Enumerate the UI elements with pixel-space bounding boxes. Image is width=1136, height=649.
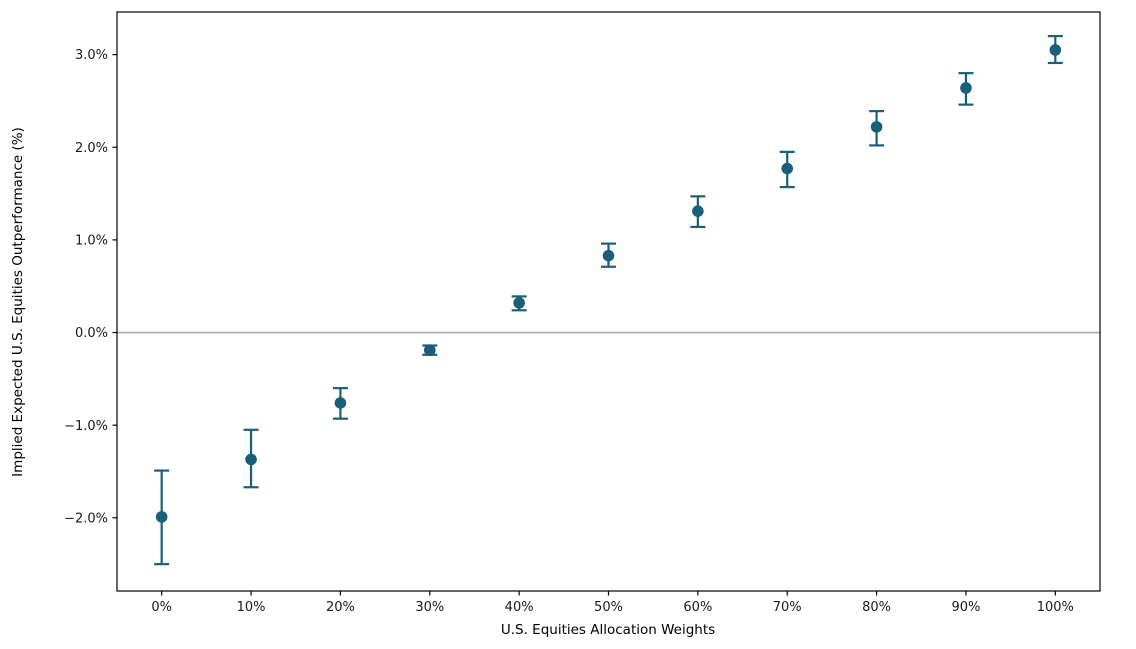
data-point-marker — [602, 249, 615, 262]
data-point-marker — [870, 121, 883, 133]
data-point-marker — [423, 344, 436, 356]
plot-generated-layer: −2.0% −1.0% 0.0% 1.0% 2.0% 3.0% 0% 10% 20% 30% 40%… — [64, 11, 1101, 615]
x-axis-label: U.S. Equities Allocation Weights — [501, 622, 715, 638]
data-point-marker — [245, 453, 257, 466]
data-point-marker — [1049, 44, 1062, 56]
x-tick-label: 40% — [505, 600, 534, 615]
data-point-marker — [155, 511, 168, 523]
axes-spines — [116, 11, 1101, 592]
x-tick-label: 30% — [415, 600, 444, 615]
data-point-marker — [960, 82, 972, 94]
x-tick-label: 100% — [1037, 600, 1074, 615]
x-tick-label: 50% — [594, 600, 623, 615]
x-tick-label: 80% — [862, 600, 891, 615]
x-tick-label: 10% — [237, 600, 266, 615]
x-tick-label: 70% — [773, 600, 802, 615]
data-point-marker — [781, 162, 794, 175]
x-tick-label: 90% — [952, 600, 981, 615]
data-point-marker — [334, 397, 347, 409]
y-tick-label: 3.0% — [75, 48, 108, 63]
y-tick-label: 1.0% — [75, 233, 108, 248]
data-point-marker — [692, 205, 704, 217]
data-point-marker — [513, 297, 525, 309]
y-tick-label: −1.0% — [64, 419, 108, 434]
y-tick-label: −2.0% — [64, 511, 108, 526]
x-tick-label: 60% — [683, 600, 712, 615]
y-tick-label: 2.0% — [75, 141, 108, 156]
x-tick-label: 20% — [326, 600, 355, 615]
y-tick-label: 0.0% — [75, 326, 108, 341]
x-tick-label: 0% — [151, 600, 172, 615]
y-axis-label: Implied Expected U.S. Equities Outperfor… — [10, 127, 26, 477]
